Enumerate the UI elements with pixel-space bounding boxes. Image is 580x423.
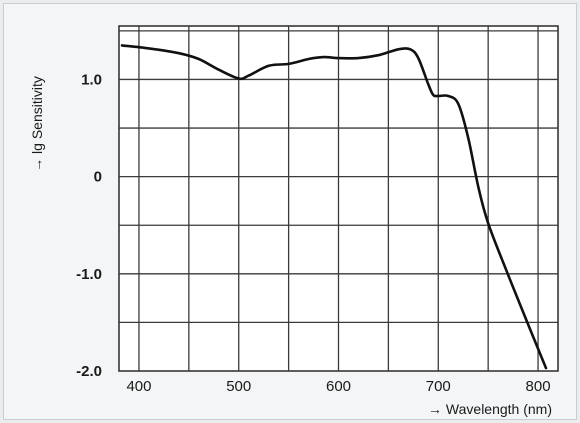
y-tick-label: -1.0 [76,266,102,283]
sensitivity-curve [120,44,548,370]
x-tick-label: 700 [426,378,451,395]
x-tick-label: 600 [326,378,351,395]
y-tick-label: 1.0 [81,71,102,88]
y-tick-label: -2.0 [76,363,102,380]
x-axis-label: → Wavelength (nm) [428,401,552,417]
x-tick-label: 400 [126,378,151,395]
chart-frame: 400 500 600 700 800 1.0 0 -1.0 -2.0 → lg Sensiti… [3,3,577,420]
y-axis-label: → lg Sensitivity [29,76,45,172]
x-tick-label: 800 [526,378,551,395]
grid-lines [119,26,558,371]
x-tick-label: 500 [226,378,251,395]
y-tick-label: 0 [94,169,102,186]
tick-labels: 400 500 600 700 800 1.0 0 -1.0 -2.0 [76,71,550,395]
sensitivity-chart: 400 500 600 700 800 1.0 0 -1.0 -2.0 → lg Sensiti… [29,25,559,417]
